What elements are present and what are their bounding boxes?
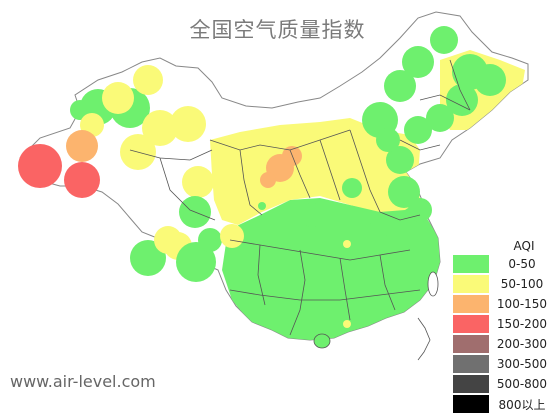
- legend-swatch: [453, 395, 489, 413]
- legend-swatch: [453, 295, 489, 313]
- legend-item: 200-300: [453, 334, 555, 354]
- legend-swatch: [453, 275, 489, 293]
- legend-title: AQI: [513, 239, 535, 253]
- legend-label: 150-200: [496, 317, 548, 331]
- legend-label: 500-800: [496, 377, 548, 391]
- legend-label: 300-500: [496, 357, 548, 371]
- legend-item: 300-500: [453, 354, 555, 374]
- legend-swatch: [453, 335, 489, 353]
- legend-rows: 0-50 50-100 100-150 150-200 200-300 300-500 50…: [453, 254, 555, 414]
- legend-swatch: [453, 315, 489, 333]
- legend-label: 100-150: [496, 297, 548, 311]
- source-link[interactable]: www.air-level.com: [10, 372, 156, 391]
- legend-item: 800以上: [453, 394, 555, 414]
- legend-item: 50-100: [453, 274, 555, 294]
- map-title: 全国空气质量指数: [189, 18, 366, 42]
- legend-item: 500-800: [453, 374, 555, 394]
- north-yellow-region: [210, 118, 420, 225]
- legend-swatch: [453, 375, 489, 393]
- taiwan-island: [427, 271, 439, 297]
- hainan-island: [313, 333, 331, 349]
- legend-item: 150-200: [453, 314, 555, 334]
- aqi-legend: AQI 0-50 50-100 100-150 150-200 200-300 300-5…: [453, 238, 555, 414]
- south-china-sea-inset: [417, 317, 431, 361]
- south-green-region: [222, 198, 442, 340]
- legend-label: 0-50: [508, 257, 536, 271]
- china-aqi-map: [18, 11, 529, 361]
- legend-item: 0-50: [453, 254, 555, 274]
- legend-swatch: [453, 255, 489, 273]
- legend-label: 800以上: [498, 397, 546, 412]
- legend-label: 50-100: [500, 277, 544, 291]
- legend-item: 100-150: [453, 294, 555, 314]
- station-markers: [18, 26, 506, 328]
- legend-swatch: [453, 355, 489, 373]
- legend-label: 200-300: [496, 337, 548, 351]
- province-borders: [129, 59, 471, 336]
